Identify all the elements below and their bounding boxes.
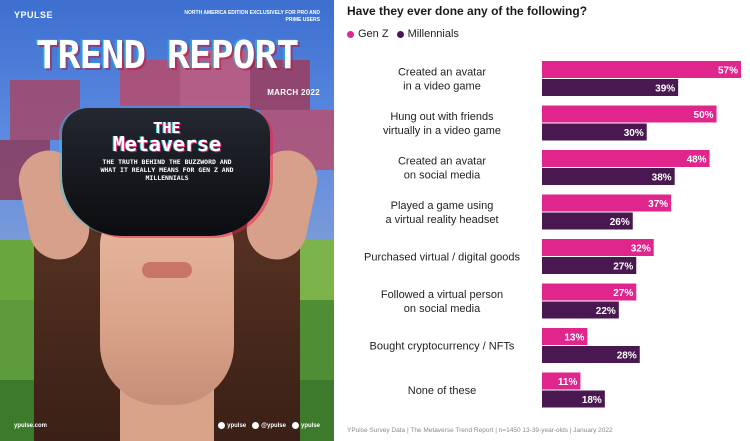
chart-legend: Gen Z Millennials	[347, 28, 459, 40]
bar-value-millennials: 39%	[655, 84, 675, 95]
bar-genz	[542, 150, 710, 167]
social-facebook-handle: ypulse	[227, 423, 247, 429]
bar-value-millennials: 28%	[617, 351, 637, 362]
social-instagram-handle: ypulse	[300, 423, 320, 429]
bar-value-genz: 37%	[648, 199, 668, 210]
bar-value-millennials: 38%	[652, 173, 672, 184]
bar-millennials	[542, 346, 640, 363]
social-twitter-handle: @ypulse	[261, 423, 286, 429]
chart-title: Have they ever done any of the following…	[347, 4, 588, 18]
instagram-icon	[291, 421, 299, 429]
bar-value-genz: 27%	[613, 288, 633, 299]
bar-genz	[542, 328, 588, 345]
category-label: Bought cryptocurrency / NFTs	[370, 341, 515, 353]
category-label: Purchased virtual / digital goods	[364, 252, 520, 264]
bar-millennials	[542, 123, 647, 141]
cover-brand-logo: YPULSE	[14, 10, 54, 20]
bar-value-millennials: 30%	[624, 128, 644, 139]
category-label: Played a game using a virtual reality hea…	[385, 200, 498, 226]
category-label: None of these	[408, 385, 477, 397]
vr-headset	[62, 108, 270, 236]
social-twitter: @ypulse	[252, 421, 286, 429]
legend-swatch-millennials	[396, 30, 404, 38]
cover-headline-line1: THE	[153, 119, 181, 137]
cover-website: ypulse.com	[14, 423, 48, 429]
bar-millennials	[542, 390, 605, 408]
bar-millennials	[542, 168, 675, 185]
social-instagram: ypulse	[291, 421, 320, 429]
category-label: Followed a virtual person on social media	[381, 289, 503, 315]
bar-genz	[542, 105, 717, 123]
bar-millennials	[542, 212, 633, 230]
legend-label-genz: Gen Z	[358, 28, 389, 40]
bar-value-millennials: 18%	[582, 395, 602, 406]
bar-value-millennials: 26%	[610, 217, 630, 228]
bar-value-genz: 50%	[694, 110, 714, 121]
bar-value-genz: 11%	[558, 377, 578, 388]
bar-chart: Created an avatar in a video game 57% 39% Hu…	[364, 61, 741, 408]
category-label: Created an avatar on social media	[398, 156, 486, 182]
lips	[142, 262, 192, 278]
report-cover: YPULSE NORTH AMERICA EDITION EXCLUSIVELY…	[0, 0, 334, 441]
legend-label-millennials: Millennials	[407, 28, 459, 40]
cover-subhead: THE TRUTH BEHIND THE BUZZWORD AND WHAT I…	[100, 158, 234, 182]
legend-item-millennials: Millennials	[396, 28, 459, 40]
bar-value-millennials: 27%	[613, 262, 633, 273]
bar-genz	[542, 194, 672, 212]
legend-item-genz: Gen Z	[347, 28, 389, 40]
source-note: YPulse Survey Data | The Metaverse Trend…	[347, 427, 613, 434]
cover-headline: THE Metaverse	[96, 119, 238, 154]
bar-genz	[542, 372, 581, 390]
bar-value-millennials: 22%	[596, 306, 616, 317]
category-label: Hung out with friends virtually in a vide…	[383, 111, 501, 137]
social-facebook: ypulse	[218, 421, 247, 429]
bar-millennials	[542, 79, 679, 96]
face	[100, 205, 234, 405]
legend-swatch-genz	[347, 30, 354, 38]
cover-headline-line2: Metaverse	[112, 132, 222, 156]
bar-genz	[542, 239, 654, 256]
bar-genz	[542, 283, 637, 301]
twitter-icon	[252, 421, 260, 429]
cover-headline-block: THE Metaverse THE TRUTH BEHIND THE BUZZW…	[96, 120, 238, 182]
cover-title: TREND REPORT	[35, 33, 300, 77]
bar-value-genz: 32%	[631, 244, 651, 255]
bar-genz	[542, 61, 741, 78]
bar-millennials	[542, 257, 637, 274]
bar-value-genz: 13%	[564, 333, 584, 344]
cover-edition-note: NORTH AMERICA EDITION EXCLUSIVELY FOR PR…	[184, 10, 320, 23]
bar-value-genz: 57%	[718, 66, 738, 77]
cover-date: MARCH 2022	[267, 88, 320, 97]
cover-social: ypulse @ypulse ypulse	[218, 421, 320, 429]
bar-value-genz: 48%	[687, 155, 707, 166]
bar-millennials	[542, 301, 619, 319]
facebook-icon	[218, 421, 226, 429]
category-label: Created an avatar in a video game	[398, 67, 486, 93]
